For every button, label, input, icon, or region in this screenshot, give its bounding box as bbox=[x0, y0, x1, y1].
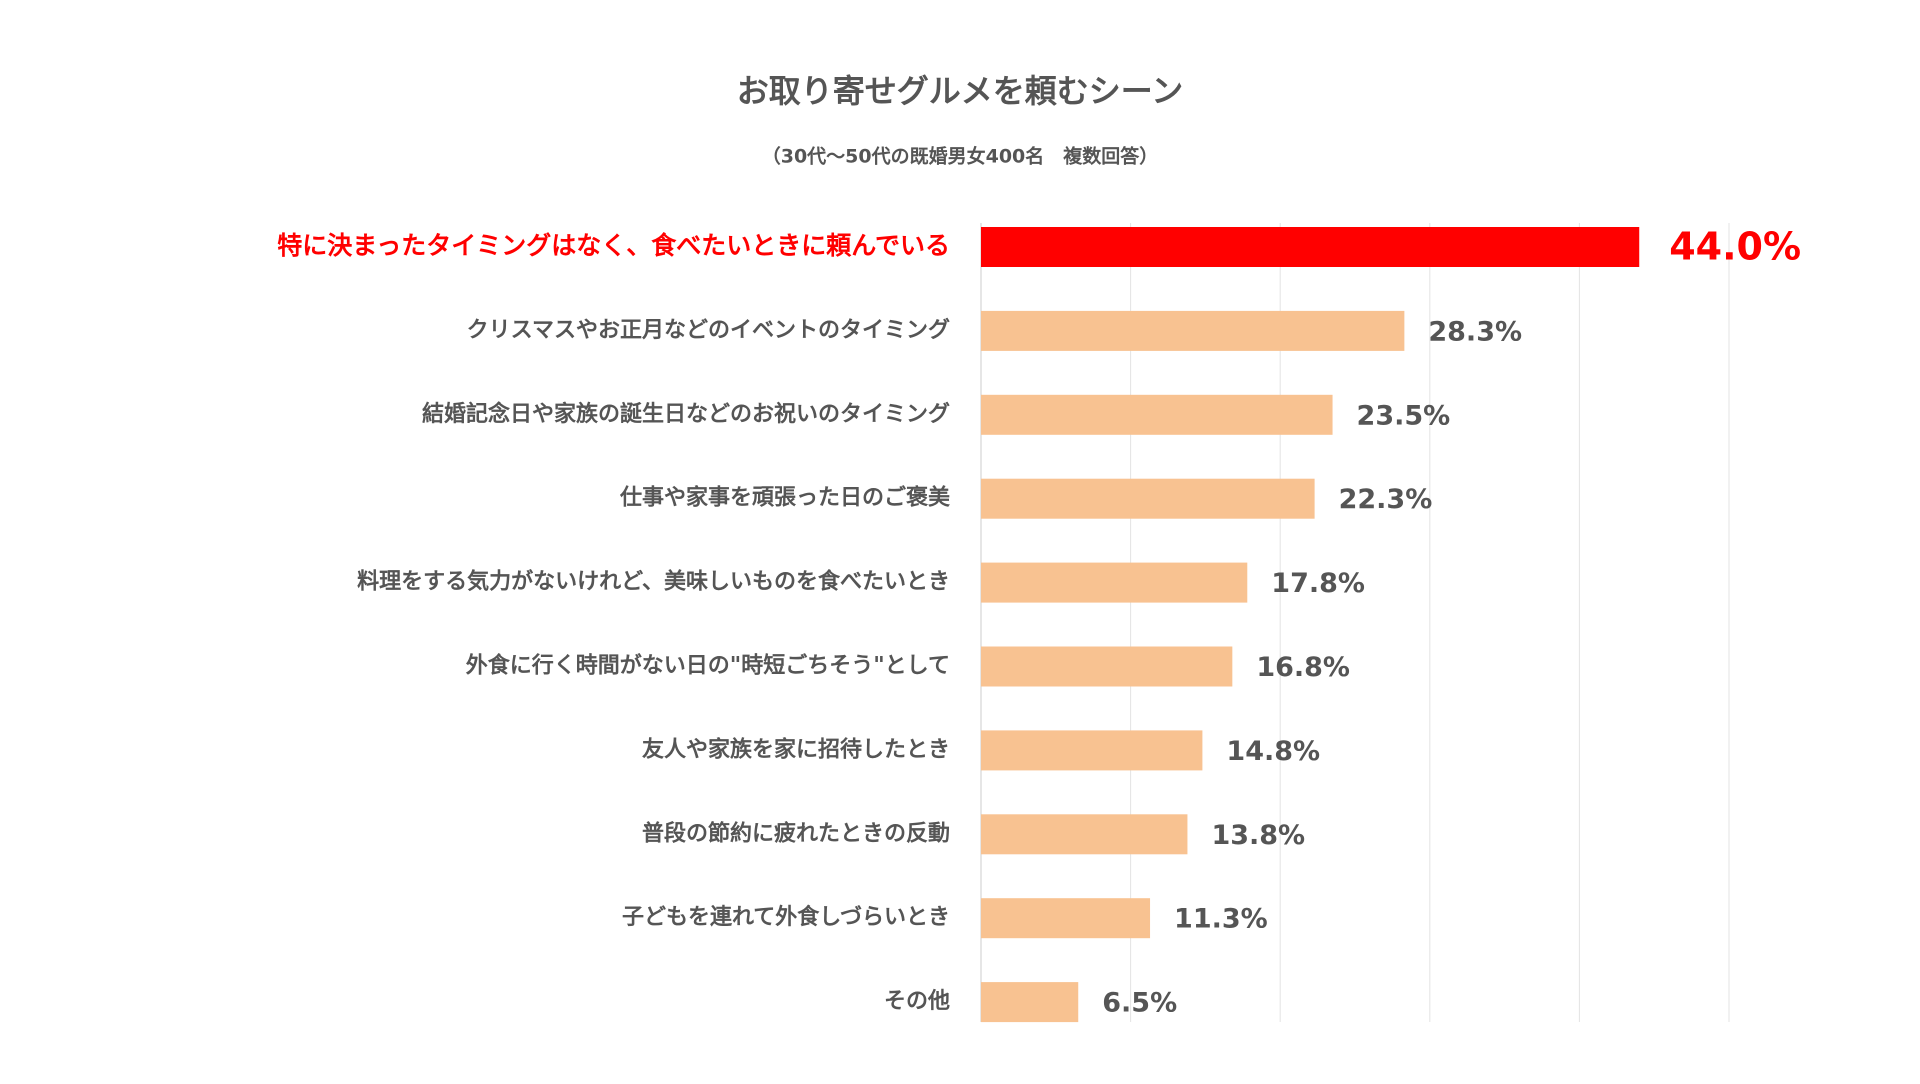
value-label: 14.8% bbox=[1226, 736, 1320, 767]
category-label: クリスマスやお正月などのイベントのタイミング bbox=[467, 317, 950, 343]
value-label: 6.5% bbox=[1102, 988, 1177, 1019]
category-label: 結婚記念日や家族の誕生日などのお祝いのタイミング bbox=[422, 401, 950, 427]
category-label: 子どもを連れて外食しづらいとき bbox=[622, 904, 950, 930]
bar bbox=[981, 227, 1640, 267]
category-label: 普段の節約に疲れたときの反動 bbox=[642, 820, 950, 846]
category-label: その他 bbox=[884, 989, 950, 1014]
bar bbox=[981, 310, 1405, 351]
category-label: 外食に行く時間がない日の"時短ごちそう"として bbox=[466, 653, 950, 679]
value-label: 28.3% bbox=[1428, 316, 1522, 347]
chart-title: お取り寄せグルメを頼むシーン bbox=[737, 72, 1183, 110]
bar bbox=[981, 562, 1248, 603]
value-label: 22.3% bbox=[1339, 484, 1433, 515]
category-label: 特に決まったタイミングはなく、食べたいときに頼んでいる bbox=[277, 231, 950, 260]
bar bbox=[981, 730, 1203, 771]
value-label: 17.8% bbox=[1271, 568, 1365, 599]
value-label: 44.0% bbox=[1669, 225, 1801, 269]
category-label: 仕事や家事を頑張った日のご褒美 bbox=[619, 485, 951, 511]
bar bbox=[981, 982, 1079, 1023]
value-label: 23.5% bbox=[1357, 400, 1451, 431]
bar bbox=[981, 898, 1151, 939]
value-label: 13.8% bbox=[1211, 820, 1305, 851]
bar bbox=[981, 478, 1315, 519]
bar bbox=[981, 814, 1188, 855]
category-label: 友人や家族を家に招待したとき bbox=[642, 736, 950, 762]
value-label: 11.3% bbox=[1174, 904, 1268, 935]
value-label: 16.8% bbox=[1256, 652, 1350, 683]
bar bbox=[981, 646, 1233, 687]
bar bbox=[981, 394, 1333, 435]
category-label: 料理をする気力がないけれど、美味しいものを食べたいとき bbox=[357, 569, 950, 595]
chart-subtitle: （30代～50代の既婚男女400名 複数回答） bbox=[762, 145, 1159, 168]
